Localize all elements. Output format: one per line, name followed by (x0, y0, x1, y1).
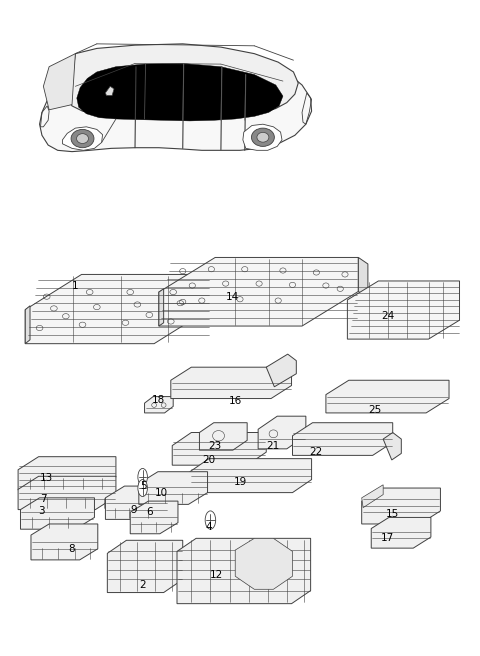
Polygon shape (266, 354, 296, 387)
Polygon shape (18, 457, 116, 490)
Text: 18: 18 (152, 395, 166, 405)
Polygon shape (25, 274, 210, 344)
Polygon shape (139, 472, 207, 504)
Polygon shape (348, 281, 459, 339)
Polygon shape (106, 486, 168, 520)
Ellipse shape (257, 133, 269, 142)
Text: 13: 13 (40, 473, 53, 483)
Polygon shape (62, 127, 103, 150)
Text: 7: 7 (40, 494, 47, 504)
Ellipse shape (205, 511, 216, 529)
Text: 4: 4 (205, 522, 212, 531)
Polygon shape (43, 54, 75, 110)
Text: 17: 17 (380, 533, 394, 543)
Polygon shape (159, 289, 164, 326)
Ellipse shape (138, 468, 147, 485)
Polygon shape (383, 432, 401, 460)
Polygon shape (172, 432, 266, 465)
Text: 14: 14 (226, 292, 240, 302)
Polygon shape (159, 257, 359, 326)
Polygon shape (235, 539, 292, 589)
Text: 3: 3 (39, 506, 45, 516)
Polygon shape (177, 539, 311, 604)
Polygon shape (67, 44, 298, 116)
Polygon shape (199, 422, 247, 450)
Text: 12: 12 (209, 570, 223, 580)
Polygon shape (106, 87, 114, 96)
Polygon shape (258, 416, 306, 449)
Polygon shape (77, 64, 283, 121)
Polygon shape (171, 367, 291, 399)
Text: 25: 25 (368, 405, 381, 415)
Text: 9: 9 (131, 504, 137, 514)
Polygon shape (210, 274, 218, 315)
Text: 16: 16 (228, 396, 242, 406)
Text: 8: 8 (69, 544, 75, 554)
Ellipse shape (71, 129, 94, 148)
Polygon shape (190, 459, 312, 493)
Text: 15: 15 (386, 509, 399, 519)
Polygon shape (326, 380, 449, 413)
Text: 24: 24 (381, 311, 395, 321)
Polygon shape (18, 476, 116, 510)
Polygon shape (371, 518, 431, 548)
Text: 2: 2 (139, 580, 145, 590)
Text: 21: 21 (266, 441, 279, 451)
Text: 1: 1 (72, 281, 79, 291)
Ellipse shape (138, 480, 147, 497)
Text: 19: 19 (233, 477, 247, 487)
Text: 10: 10 (155, 487, 168, 498)
Polygon shape (359, 257, 368, 298)
Ellipse shape (252, 128, 275, 146)
Polygon shape (362, 485, 383, 508)
Polygon shape (31, 524, 98, 560)
Polygon shape (292, 422, 393, 455)
Polygon shape (130, 501, 178, 534)
Polygon shape (362, 488, 441, 524)
Polygon shape (25, 306, 30, 344)
Text: 22: 22 (309, 447, 322, 457)
Text: 20: 20 (203, 455, 216, 465)
Polygon shape (243, 124, 282, 150)
Polygon shape (39, 46, 312, 152)
Ellipse shape (76, 134, 88, 144)
Polygon shape (144, 397, 173, 413)
Text: 6: 6 (146, 507, 153, 517)
Text: 23: 23 (208, 441, 222, 451)
Polygon shape (108, 541, 183, 592)
Text: 5: 5 (140, 481, 147, 491)
Polygon shape (21, 498, 95, 529)
